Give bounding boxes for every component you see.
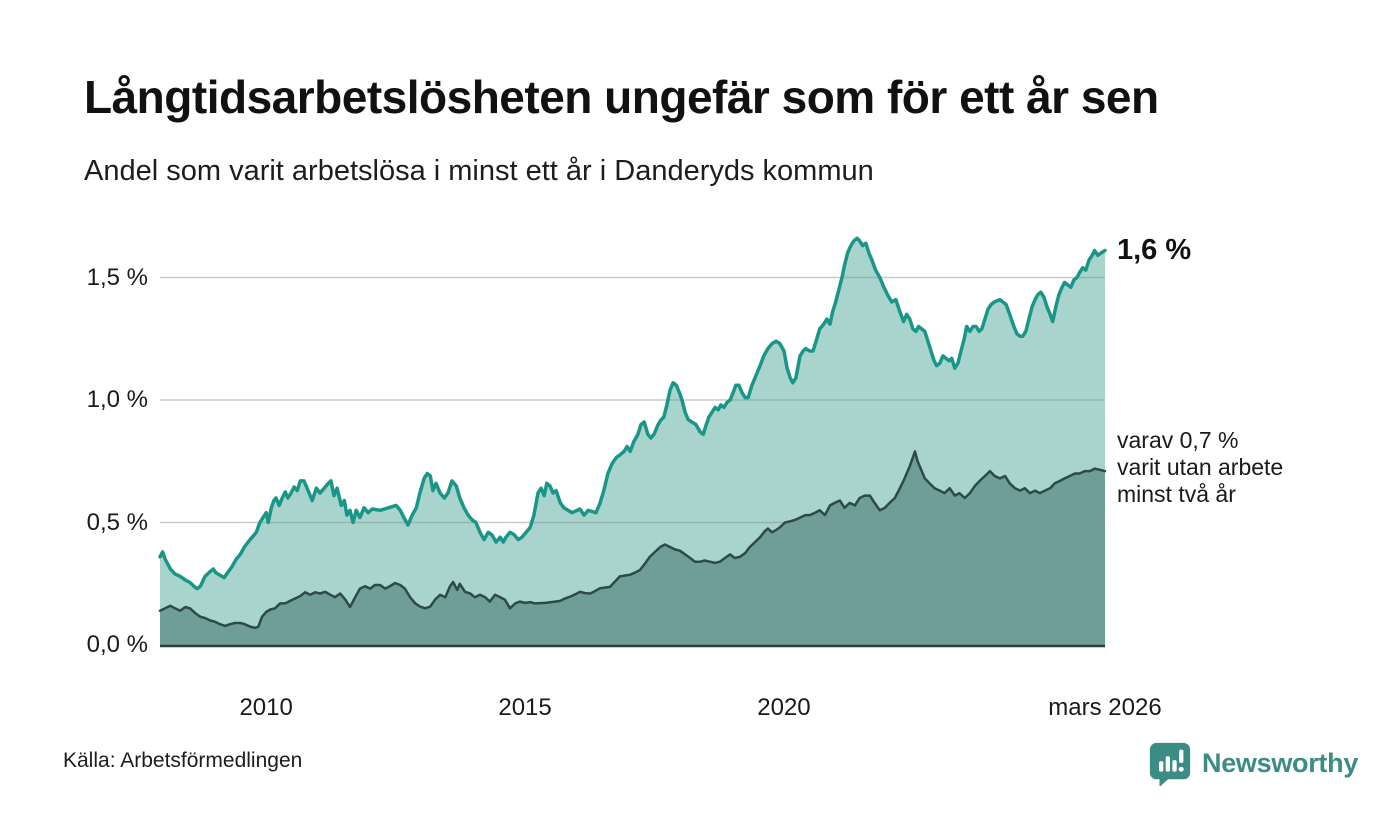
source-note: Källa: Arbetsförmedlingen bbox=[63, 749, 303, 772]
x-axis-tick-label: 2015 bbox=[498, 694, 552, 721]
page-title: Långtidsarbetslösheten ungefär som för e… bbox=[84, 71, 1159, 123]
line-two-years bbox=[158, 450, 1107, 630]
y-axis-tick-label: 0,5 % bbox=[86, 508, 148, 536]
x-axis-tick-label: 2020 bbox=[757, 694, 811, 721]
y-axis-tick-label: 1,5 % bbox=[86, 263, 148, 291]
area-two-years bbox=[160, 451, 1105, 645]
secondary-annotation-line2: varit utan arbete bbox=[1117, 454, 1284, 480]
page-subtitle: Andel som varit arbetslösa i minst ett å… bbox=[84, 155, 874, 187]
x-axis-tick-label: 2010 bbox=[239, 694, 293, 721]
line-total-one-year bbox=[158, 236, 1107, 591]
y-axis-tick-label: 0,0 % bbox=[86, 631, 148, 658]
secondary-annotation-line3: minst två år bbox=[1117, 481, 1236, 507]
secondary-annotation-line1: varav 0,7 % bbox=[1117, 427, 1239, 453]
secondary-value-annotation: varav 0,7 % varit utan arbete minst två … bbox=[1117, 427, 1283, 508]
brand-name: Newsworthy bbox=[1202, 747, 1359, 778]
y-axis-tick-label: 1,0 % bbox=[86, 386, 148, 413]
x-axis-tick-label: mars 2026 bbox=[1048, 694, 1162, 721]
brand-logo: Newsworthy bbox=[1147, 740, 1358, 786]
latest-value-annotation: 1,6 % bbox=[1117, 234, 1192, 266]
newsworthy-bubble-chart-icon bbox=[1149, 742, 1191, 786]
